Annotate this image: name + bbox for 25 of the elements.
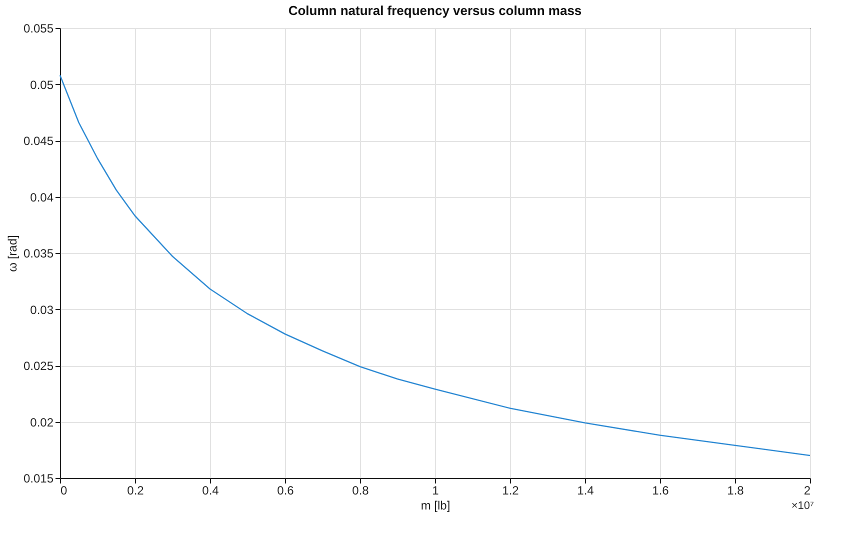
x-tick-label: 1 — [432, 484, 440, 498]
y-tick-label: 0.03 — [30, 302, 54, 317]
y-tick-label: 0.025 — [23, 359, 54, 373]
y-tick-label: 0.02 — [30, 415, 54, 430]
x-tick-label: 1.4 — [577, 484, 594, 498]
x-tick-label: 1.8 — [727, 484, 744, 498]
y-tick-label: 0.045 — [23, 134, 54, 148]
x-tick-label: 0.6 — [277, 484, 294, 498]
y-tick-label: 0.055 — [23, 22, 54, 36]
y-tick-label: 0.035 — [23, 246, 54, 260]
y-tick-label: 0.015 — [23, 472, 54, 486]
y-tick-label: 0.04 — [30, 190, 54, 204]
x-tick-label: 0 — [60, 484, 68, 498]
x-tick-label: 1.6 — [652, 484, 670, 498]
x-tick-label: 0.2 — [127, 484, 144, 498]
x-tick-label: 2 — [804, 484, 811, 498]
x-axis-title: m [lb] — [420, 498, 450, 512]
chart-title: Column natural frequency versus column mass — [288, 3, 582, 18]
x-tick-label: 0.8 — [352, 484, 370, 498]
line-series — [59, 74, 811, 456]
text: ×10⁷ — [791, 500, 814, 512]
y-tick-label: 0.05 — [30, 78, 54, 92]
x-tick-label: 1.2 — [502, 484, 520, 498]
y-axis-title: ω [rad] — [5, 235, 20, 272]
x-tick-label: 0.4 — [202, 484, 220, 498]
